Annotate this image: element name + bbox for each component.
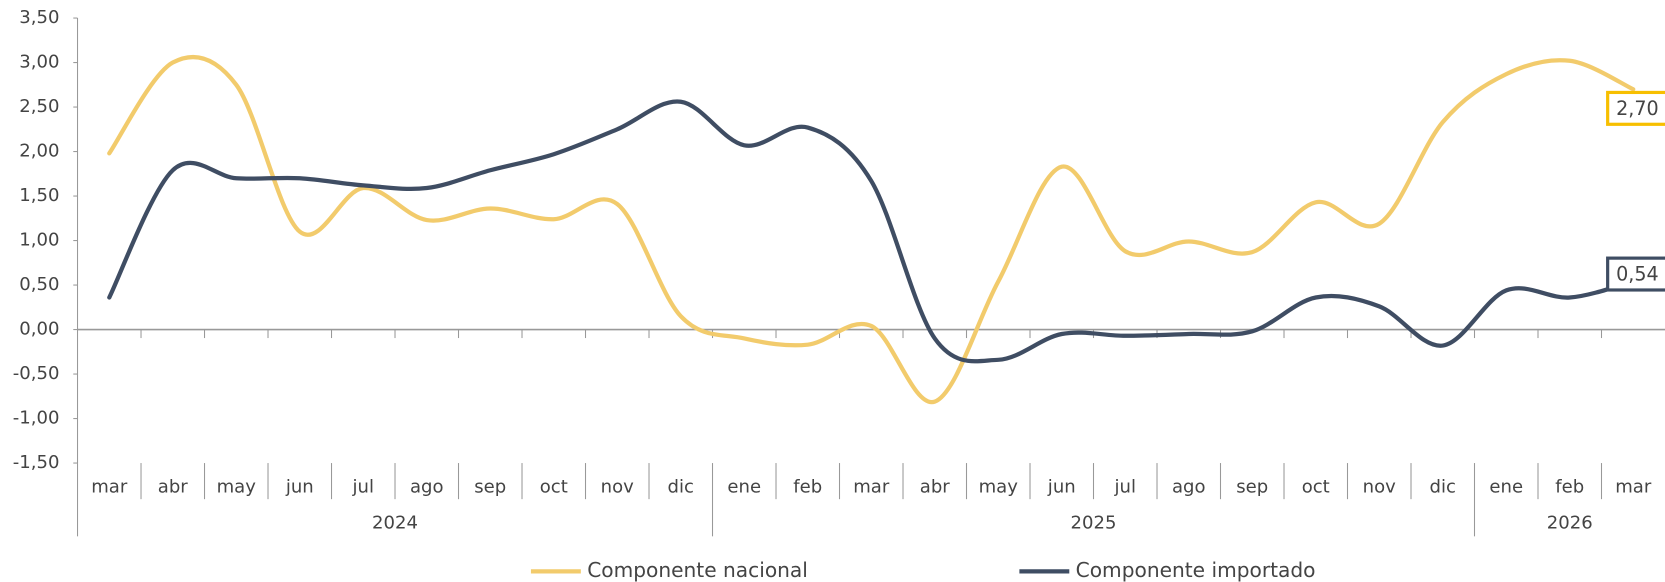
series-line	[107, 54, 1636, 405]
x-tick-label: jun	[1047, 476, 1076, 497]
x-tick-label: mar	[1615, 476, 1652, 497]
legend-label: Componente importado	[1076, 558, 1316, 582]
x-tick-label: oct	[1302, 476, 1330, 497]
x-tick-label: jun	[285, 476, 314, 497]
y-tick-label: 3,50	[19, 7, 59, 28]
y-tick-label: 2,00	[19, 141, 59, 162]
y-tick-label: 1,50	[19, 185, 59, 206]
y-tick-label: 0,00	[19, 319, 59, 340]
x-tick-label: feb	[1555, 476, 1584, 497]
year-label: 2026	[1547, 513, 1593, 534]
x-tick-label: ago	[1172, 476, 1206, 497]
x-tick-label: mar	[853, 476, 890, 497]
x-tick-label: jul	[1114, 476, 1136, 497]
x-tick-label: abr	[920, 476, 951, 497]
x-tick-label: mar	[91, 476, 128, 497]
year-label: 2025	[1071, 513, 1117, 534]
x-tick-label: ene	[727, 476, 761, 497]
x-tick-label: jul	[352, 476, 374, 497]
x-tick-label: sep	[1236, 476, 1268, 497]
value-label: 2,70	[1616, 97, 1659, 120]
x-tick-label: ago	[410, 476, 444, 497]
x-tick-label: may	[217, 476, 257, 497]
y-tick-label: -0,50	[13, 363, 60, 384]
y-tick-label: 1,00	[19, 230, 59, 251]
x-tick-label: dic	[668, 476, 694, 497]
x-tick-label: sep	[474, 476, 506, 497]
series-line	[107, 99, 1636, 364]
value-label: 0,54	[1616, 263, 1659, 286]
x-tick-label: may	[979, 476, 1019, 497]
y-tick-label: 3,00	[19, 52, 59, 73]
x-tick-label: nov	[1363, 476, 1396, 497]
y-tick-label: -1,50	[13, 452, 60, 473]
y-tick-label: -1,00	[13, 408, 60, 429]
x-tick-label: ene	[1489, 476, 1523, 497]
x-tick-label: oct	[540, 476, 568, 497]
x-tick-label: dic	[1430, 476, 1456, 497]
x-tick-label: nov	[601, 476, 634, 497]
y-tick-label: 0,50	[19, 274, 59, 295]
year-label: 2024	[372, 513, 418, 534]
x-tick-label: feb	[793, 476, 822, 497]
y-tick-label: 2,50	[19, 96, 59, 117]
value-label-box	[1606, 90, 1665, 126]
legend-label: Componente nacional	[587, 558, 808, 582]
x-tick-label: abr	[158, 476, 189, 497]
value-label-box	[1606, 256, 1665, 292]
